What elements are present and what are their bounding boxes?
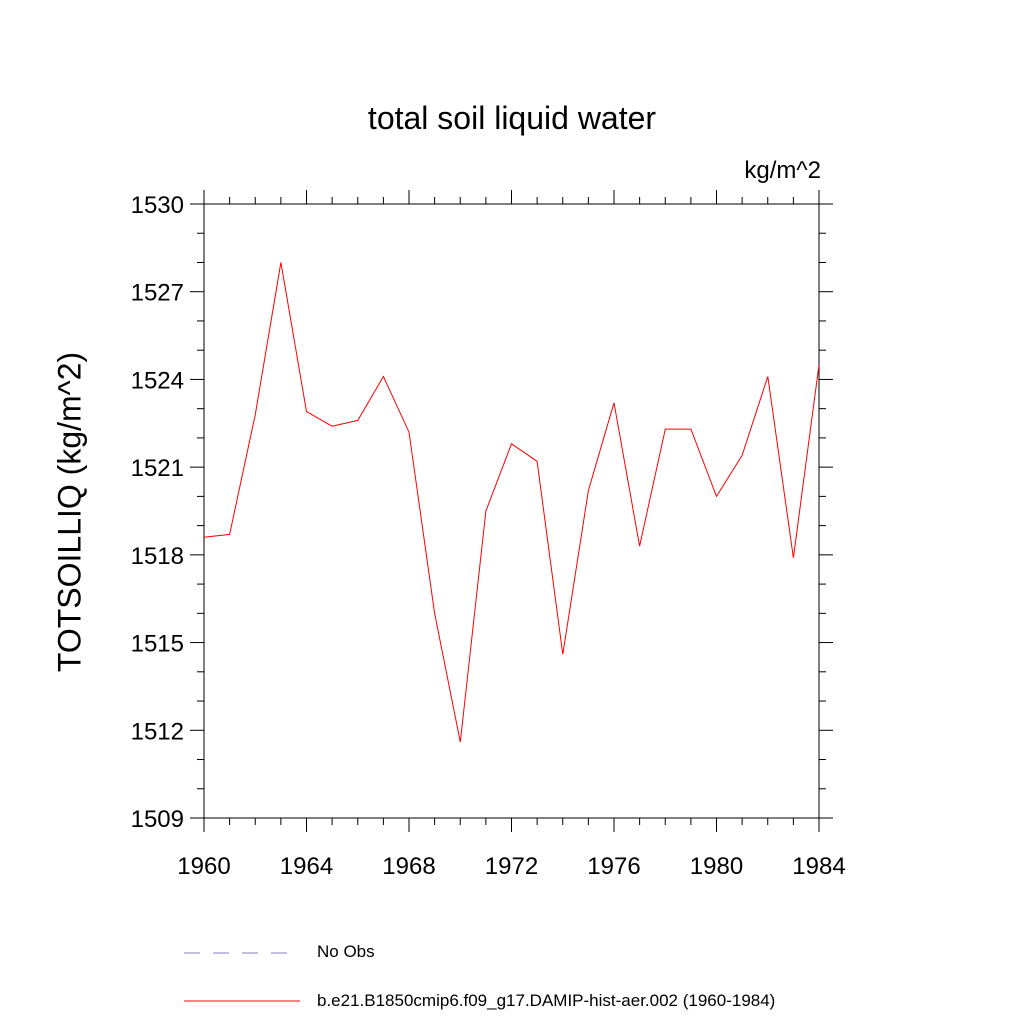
x-tick-label: 1968 (382, 853, 435, 880)
y-tick-label: 1512 (131, 718, 184, 745)
y-tick-label: 1509 (131, 806, 184, 833)
x-tick-label: 1976 (587, 853, 640, 880)
units-label: kg/m^2 (744, 157, 821, 184)
x-tick-label: 1984 (792, 853, 845, 880)
plot-frame (203, 203, 820, 819)
y-tick-label: 1518 (131, 543, 184, 570)
axis-ticks (190, 190, 833, 832)
y-tick-label: 1530 (131, 192, 184, 219)
y-tick-label: 1527 (131, 280, 184, 307)
y-tick-label: 1524 (131, 367, 184, 394)
x-tick-label: 1964 (280, 853, 333, 880)
legend-label-model: b.e21.B1850cmip6.f09_g17.DAMIP-hist-aer.… (317, 991, 776, 1010)
y-axis-label: TOTSOILLIQ (kg/m^2) (51, 351, 88, 673)
x-tick-label: 1960 (177, 853, 230, 880)
legend-label-no-obs: No Obs (317, 942, 375, 961)
y-tick-label: 1515 (131, 631, 184, 658)
series-line (203, 262, 820, 743)
y-tick-label: 1521 (131, 455, 184, 482)
x-tick-label: 1972 (485, 853, 538, 880)
tick-labels: 1509 1512 1515 1518 1521 1524 1527 1530 1960 1964… (131, 192, 846, 880)
chart-title: total soil liquid water (367, 100, 657, 136)
series-points (203, 261, 820, 743)
x-tick-label: 1980 (690, 853, 743, 880)
